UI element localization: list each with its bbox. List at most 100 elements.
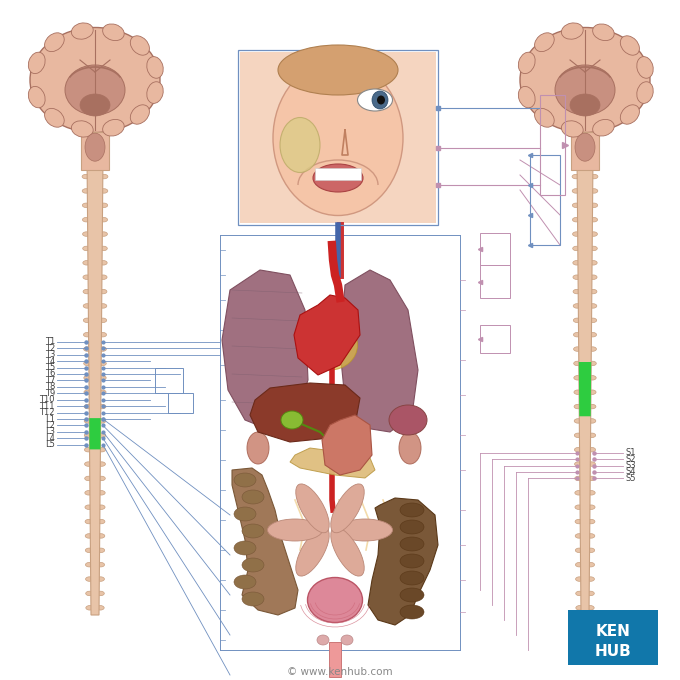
Ellipse shape xyxy=(587,534,595,538)
Text: L2: L2 xyxy=(45,421,55,430)
Polygon shape xyxy=(232,468,298,615)
Ellipse shape xyxy=(590,188,598,193)
Polygon shape xyxy=(250,383,360,442)
Ellipse shape xyxy=(99,318,107,322)
Bar xyxy=(480,325,510,353)
Ellipse shape xyxy=(98,419,106,423)
Ellipse shape xyxy=(573,318,581,322)
Ellipse shape xyxy=(575,433,583,437)
Ellipse shape xyxy=(234,541,256,555)
Text: T11: T11 xyxy=(39,402,55,411)
Text: L1: L1 xyxy=(45,415,55,424)
Polygon shape xyxy=(579,362,591,416)
Ellipse shape xyxy=(97,476,105,481)
Text: T8: T8 xyxy=(45,382,55,392)
Ellipse shape xyxy=(573,218,581,222)
Ellipse shape xyxy=(100,188,108,193)
Ellipse shape xyxy=(400,605,424,619)
Ellipse shape xyxy=(71,23,93,39)
Ellipse shape xyxy=(307,577,362,622)
Text: L3: L3 xyxy=(45,428,55,437)
Ellipse shape xyxy=(593,24,614,41)
Ellipse shape xyxy=(372,91,388,109)
Ellipse shape xyxy=(590,174,598,179)
Ellipse shape xyxy=(575,562,583,567)
Ellipse shape xyxy=(313,164,363,192)
Ellipse shape xyxy=(589,260,597,265)
Ellipse shape xyxy=(588,476,595,481)
Ellipse shape xyxy=(341,635,353,645)
Ellipse shape xyxy=(82,203,90,207)
Ellipse shape xyxy=(99,246,107,251)
Ellipse shape xyxy=(242,490,264,504)
Ellipse shape xyxy=(83,260,91,265)
Polygon shape xyxy=(87,155,103,615)
Ellipse shape xyxy=(575,577,583,581)
Ellipse shape xyxy=(573,232,581,237)
Ellipse shape xyxy=(84,462,92,466)
Ellipse shape xyxy=(575,490,583,495)
Ellipse shape xyxy=(85,505,93,509)
Ellipse shape xyxy=(400,554,424,568)
Ellipse shape xyxy=(330,484,364,533)
Ellipse shape xyxy=(242,524,264,538)
Ellipse shape xyxy=(99,304,107,308)
Ellipse shape xyxy=(574,390,582,394)
Polygon shape xyxy=(368,498,438,625)
Ellipse shape xyxy=(131,105,150,124)
Ellipse shape xyxy=(99,333,107,337)
Ellipse shape xyxy=(588,375,596,380)
Ellipse shape xyxy=(96,591,104,596)
Ellipse shape xyxy=(103,24,124,41)
Ellipse shape xyxy=(82,174,90,179)
Ellipse shape xyxy=(575,447,583,452)
Ellipse shape xyxy=(84,447,92,452)
Polygon shape xyxy=(290,448,375,478)
Ellipse shape xyxy=(400,503,424,517)
Text: KEN: KEN xyxy=(596,624,630,639)
Ellipse shape xyxy=(574,361,582,366)
Ellipse shape xyxy=(572,174,580,179)
Ellipse shape xyxy=(86,562,94,567)
Ellipse shape xyxy=(85,520,93,524)
Ellipse shape xyxy=(337,519,392,541)
Ellipse shape xyxy=(573,275,581,279)
Ellipse shape xyxy=(589,275,597,279)
Ellipse shape xyxy=(588,433,596,437)
Ellipse shape xyxy=(588,462,596,466)
Ellipse shape xyxy=(99,275,107,279)
Text: T2: T2 xyxy=(45,343,55,353)
Ellipse shape xyxy=(400,520,424,534)
Ellipse shape xyxy=(84,361,92,366)
Ellipse shape xyxy=(575,520,583,524)
Polygon shape xyxy=(340,270,418,432)
Ellipse shape xyxy=(518,86,535,108)
Ellipse shape xyxy=(296,484,329,533)
Ellipse shape xyxy=(575,548,583,553)
Bar xyxy=(155,367,183,393)
Ellipse shape xyxy=(575,505,583,509)
Ellipse shape xyxy=(83,246,91,251)
Text: L4: L4 xyxy=(45,434,55,443)
Ellipse shape xyxy=(588,405,596,409)
Bar xyxy=(530,155,560,245)
Ellipse shape xyxy=(80,94,110,116)
Ellipse shape xyxy=(65,65,125,115)
Polygon shape xyxy=(294,295,360,375)
Ellipse shape xyxy=(586,591,594,596)
Ellipse shape xyxy=(84,318,91,322)
Ellipse shape xyxy=(97,577,105,581)
Ellipse shape xyxy=(147,82,163,103)
Text: S3: S3 xyxy=(625,461,636,470)
Text: S4: S4 xyxy=(625,467,636,477)
Ellipse shape xyxy=(97,462,105,466)
Ellipse shape xyxy=(303,320,358,370)
Ellipse shape xyxy=(97,562,105,567)
Ellipse shape xyxy=(100,160,108,165)
Ellipse shape xyxy=(586,562,594,567)
Ellipse shape xyxy=(242,558,264,572)
Ellipse shape xyxy=(575,534,583,538)
Ellipse shape xyxy=(103,120,124,136)
Ellipse shape xyxy=(29,86,45,108)
Ellipse shape xyxy=(590,160,598,165)
